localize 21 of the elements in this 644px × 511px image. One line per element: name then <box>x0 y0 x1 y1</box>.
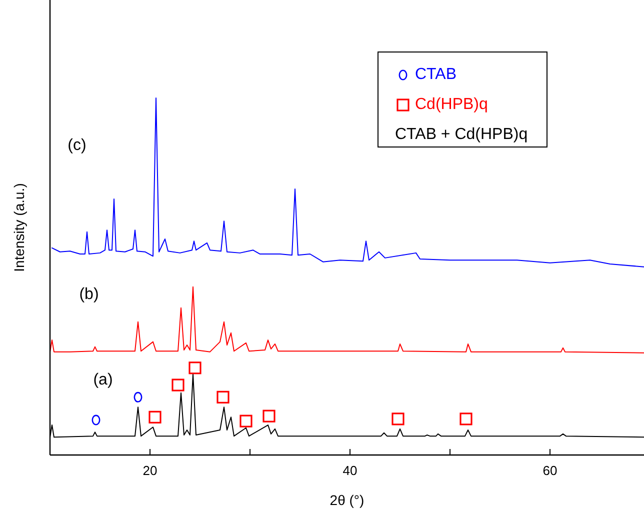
point <box>240 414 252 428</box>
x-axis-title: 2θ (°) <box>330 492 364 508</box>
point <box>172 378 184 392</box>
point <box>188 362 202 374</box>
point <box>392 412 404 426</box>
annotation: (c) <box>68 137 86 154</box>
point <box>262 410 276 422</box>
annotation: (a) <box>93 371 113 388</box>
point <box>148 410 162 424</box>
legend-label: CTAB <box>415 66 456 84</box>
x-tick-label: 40 <box>342 463 358 478</box>
point <box>216 390 230 404</box>
legend-label: Cd(HPB)q <box>415 96 488 114</box>
x-tick-label: 60 <box>542 463 558 478</box>
y-axis-title: Intensity (a.u.) <box>11 183 27 272</box>
point <box>92 414 100 426</box>
annotation: (b) <box>79 286 99 304</box>
text: CTAB + Cd(HPB)q <box>395 126 528 144</box>
point <box>460 412 472 426</box>
x-tick-label: 20 <box>142 463 158 478</box>
point <box>134 392 142 402</box>
